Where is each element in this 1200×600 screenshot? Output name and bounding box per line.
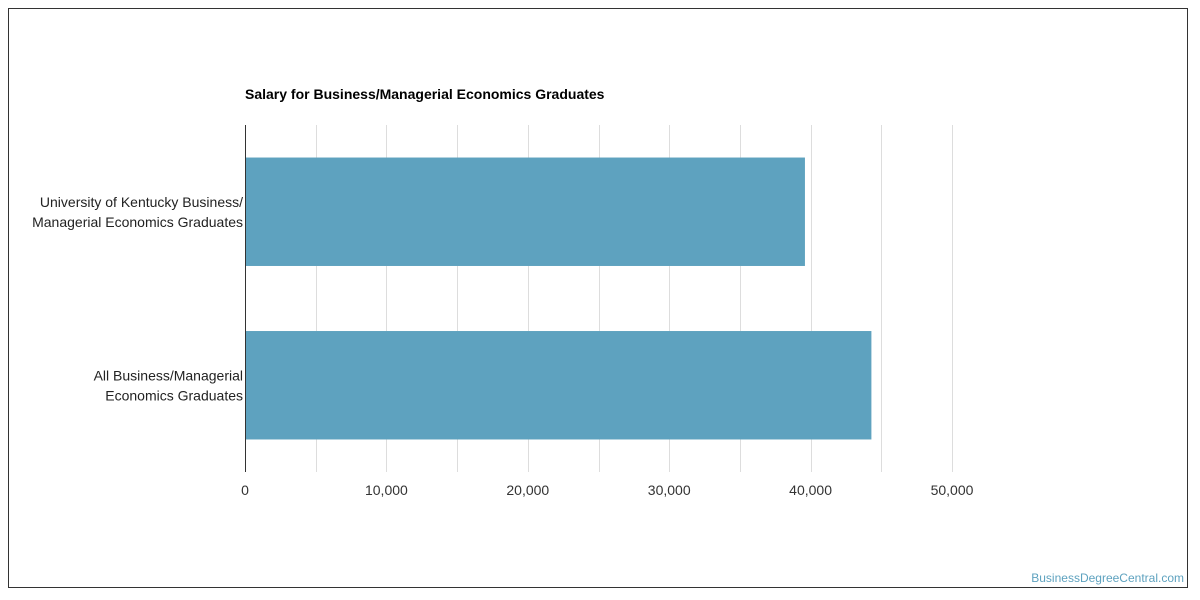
chart-frame xyxy=(8,8,1188,588)
x-tick-label: 30,000 xyxy=(648,482,691,498)
x-tick-label: 10,000 xyxy=(365,482,408,498)
bar[interactable] xyxy=(245,331,872,440)
x-tick-label: 50,000 xyxy=(931,482,974,498)
category-label: All Business/Managerial xyxy=(94,367,243,383)
chart-title: Salary for Business/Managerial Economics… xyxy=(245,86,605,102)
category-label: Economics Graduates xyxy=(105,387,243,403)
category-labels: University of Kentucky Business/Manageri… xyxy=(32,194,243,404)
x-tick-label: 0 xyxy=(241,482,249,498)
bars xyxy=(245,157,872,440)
bar[interactable] xyxy=(245,157,805,266)
x-tick-label: 20,000 xyxy=(506,482,549,498)
category-label: Managerial Economics Graduates xyxy=(32,214,243,230)
watermark[interactable]: BusinessDegreeCentral.com xyxy=(1031,571,1184,585)
category-label: University of Kentucky Business/ xyxy=(40,194,243,210)
x-tick-label: 40,000 xyxy=(789,482,832,498)
x-axis-ticks: 0 10,000 20,000 30,000 40,000 50,000 xyxy=(241,482,974,498)
